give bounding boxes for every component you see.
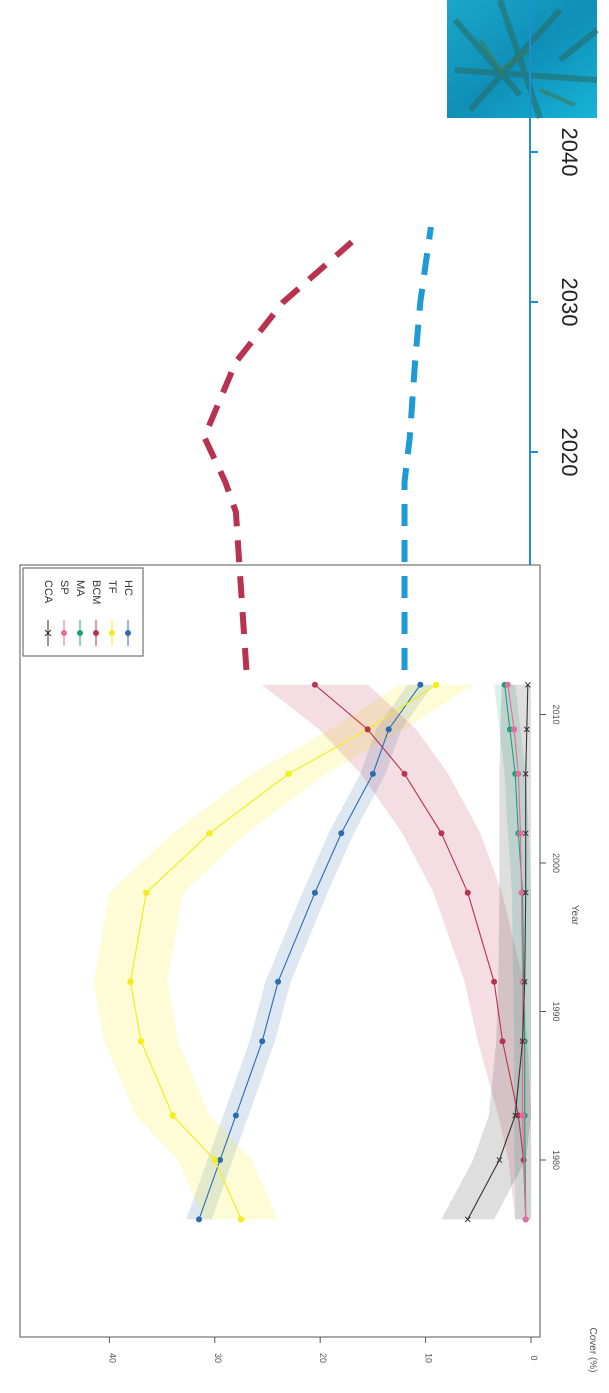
point-CCA-1980 (496, 1157, 503, 1163)
point-SP-2002 (517, 830, 524, 837)
y-tick-label-20: 20 (318, 1353, 328, 1363)
series-line-BCM (314, 684, 527, 1220)
point-TF-2002 (206, 830, 213, 837)
point-BCM-1998 (464, 889, 471, 896)
legend-entry-HC: HC (122, 580, 134, 646)
point-TF-1992 (127, 978, 134, 985)
x-axis-label: Year (569, 905, 580, 926)
series-line-CCA (467, 684, 529, 1220)
series-lines (127, 681, 531, 1223)
legend-entry-CCA: CCA (42, 580, 54, 646)
point-MA-2009 (506, 726, 513, 733)
point-TF-2006 (285, 770, 292, 778)
projection-tick-label-2030: 2030 (557, 278, 582, 327)
point-BCM-1992 (491, 978, 498, 985)
legend-entry-MA: MA (74, 580, 86, 646)
y-tick-label-10: 10 (424, 1353, 434, 1363)
legend-label-TF: TF (106, 580, 118, 594)
point-HC-2006 (369, 770, 376, 777)
point-SP-2009 (511, 726, 518, 733)
point-HC-1976 (195, 1216, 202, 1223)
point-TF-1988 (137, 1038, 145, 1045)
legend-entry-BCM: BCM (90, 580, 102, 646)
point-SP-1992 (519, 978, 526, 985)
legend-label-CCA: CCA (42, 580, 54, 604)
confidence-bands (93, 684, 531, 1220)
point-SP-2012 (504, 681, 511, 688)
x-tick-label-2010: 2010 (551, 704, 561, 724)
point-HC-1980 (217, 1157, 224, 1163)
point-TF-1983 (169, 1112, 176, 1119)
band-BCM (261, 684, 531, 1220)
band-TF (93, 684, 474, 1220)
legend-marker-SP (61, 630, 67, 636)
series-line-HC (198, 684, 421, 1220)
point-CCA-2009 (523, 726, 530, 733)
point-BCM-2006 (401, 770, 408, 777)
point-TF-1980 (211, 1156, 218, 1164)
point-CCA-1992 (521, 978, 528, 985)
y-tick-label-30: 30 (213, 1353, 223, 1363)
legend-label-BCM: BCM (90, 580, 102, 604)
point-HC-1998 (311, 889, 318, 896)
legend-label-HC: HC (122, 580, 134, 596)
projection-tick-label-2040: 2040 (557, 128, 582, 177)
point-CCA-2012 (524, 681, 531, 688)
legend-marker-BCM (93, 630, 99, 636)
point-CCA-1998 (522, 889, 529, 896)
point-CCA-2002 (522, 830, 529, 837)
point-HC-2009 (385, 726, 392, 733)
point-BCM-2002 (438, 830, 445, 837)
band-CCA (441, 684, 531, 1220)
point-CCA-1976 (464, 1216, 471, 1223)
x-tick-label-1980: 1980 (551, 1150, 561, 1170)
point-CCA-2006 (522, 771, 529, 777)
legend-marker-TF (109, 630, 115, 636)
legend-entry-TF: TF (106, 580, 118, 646)
legend-marker-CCA (44, 629, 52, 637)
point-CCA-1988 (519, 1038, 526, 1045)
x-tick-label-2000: 2000 (551, 853, 561, 873)
y-tick-label-40: 40 (107, 1353, 117, 1363)
point-TF-1998 (143, 889, 150, 896)
point-SP-1998 (518, 889, 525, 896)
band-HC (186, 684, 433, 1220)
legend-box (22, 567, 144, 657)
point-SP-1976 (522, 1216, 529, 1223)
y-axis-label: Cover (%) (587, 1327, 598, 1372)
point-HC-2012 (417, 681, 424, 688)
series-line-TF (129, 684, 437, 1220)
projection-lines (201, 226, 434, 671)
point-BCM-2012 (311, 681, 318, 688)
legend-marker-MA (77, 630, 83, 636)
legend-label-SP: SP (58, 580, 70, 595)
projection-tick-label-2020: 2020 (557, 428, 582, 477)
point-TF-2012 (432, 681, 440, 688)
point-SP-1983 (519, 1112, 526, 1119)
projection-line-BCM (201, 239, 354, 671)
point-TF-1976 (237, 1216, 245, 1223)
projection-line-HC (401, 226, 434, 670)
band-MA (494, 684, 531, 1220)
reef-photo (447, 0, 599, 119)
legend-entry-SP: SP (58, 580, 70, 646)
point-HC-1988 (259, 1038, 266, 1045)
point-SP-2006 (515, 770, 522, 777)
point-HC-1992 (275, 978, 282, 985)
legend-label-MA: MA (74, 580, 86, 597)
point-HC-1983 (232, 1112, 239, 1119)
legend-marker-HC (125, 630, 131, 636)
plot-frame (19, 564, 541, 1338)
point-HC-2002 (338, 830, 345, 837)
y-tick-label-0: 0 (529, 1355, 539, 1360)
point-BCM-1988 (499, 1038, 506, 1045)
point-CCA-1983 (512, 1112, 519, 1119)
point-BCM-2009 (364, 726, 371, 733)
x-tick-label-1990: 1990 (551, 1001, 561, 1021)
legend: HC TF BCM MA SP CCA (22, 567, 144, 657)
